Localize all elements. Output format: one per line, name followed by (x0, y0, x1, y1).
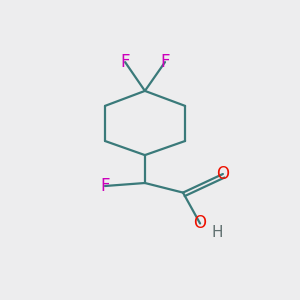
Text: O: O (216, 165, 230, 183)
Text: F: F (120, 53, 130, 71)
Text: H: H (211, 225, 223, 240)
Text: F: F (160, 53, 170, 71)
Text: F: F (100, 177, 110, 195)
Text: O: O (194, 214, 207, 232)
